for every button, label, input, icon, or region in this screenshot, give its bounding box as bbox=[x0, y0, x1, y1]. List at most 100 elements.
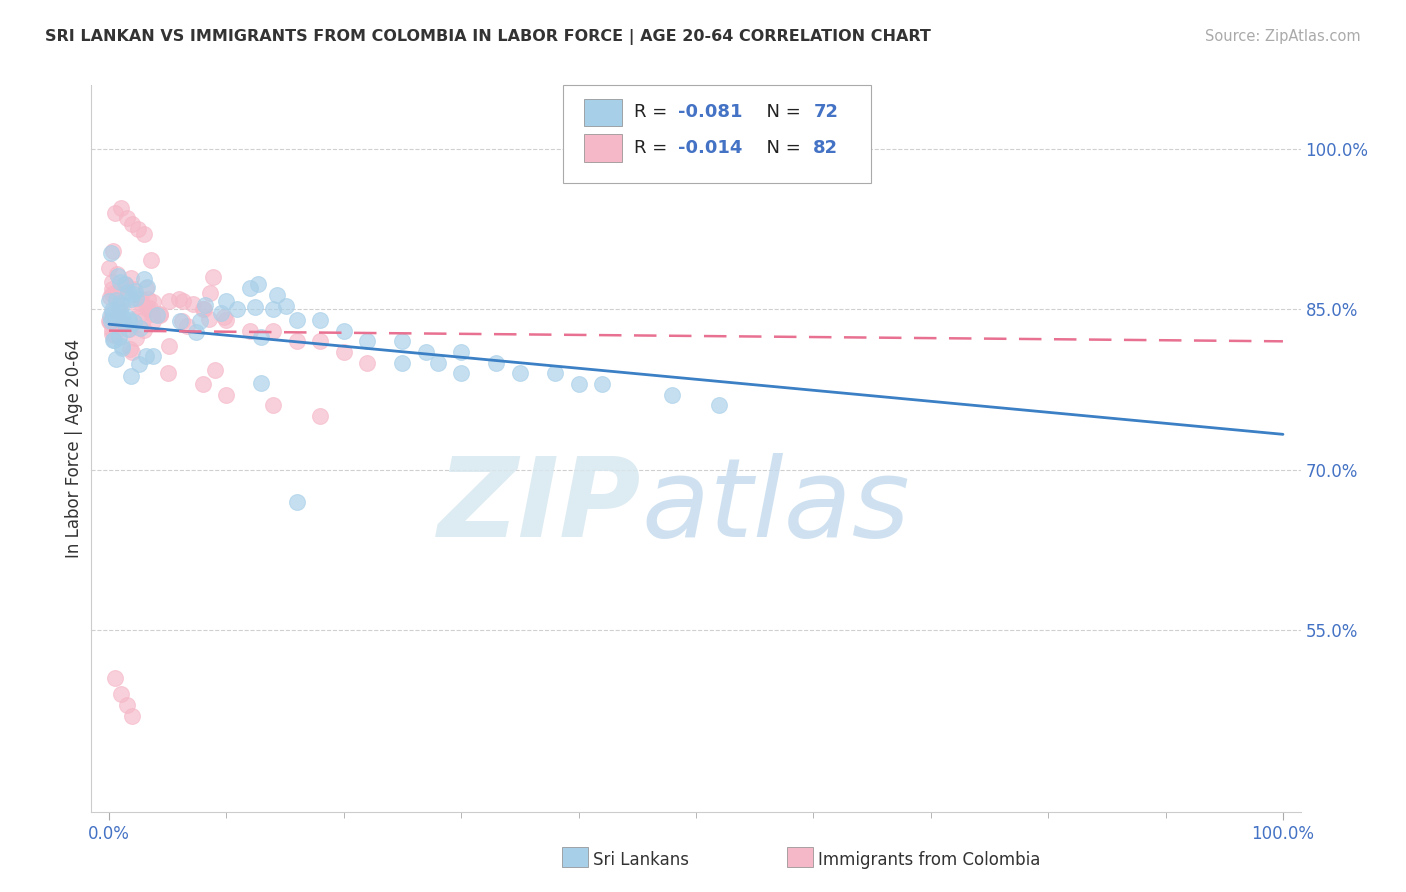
Point bbox=[100, 323, 122, 337]
Point bbox=[98, 294, 121, 309]
Point bbox=[117, 310, 139, 325]
Point bbox=[100, 314, 122, 328]
Point bbox=[169, 314, 191, 328]
Point bbox=[101, 283, 124, 297]
Point bbox=[117, 322, 139, 336]
Point bbox=[333, 345, 356, 359]
Point bbox=[120, 293, 142, 307]
Point bbox=[115, 211, 138, 226]
Point bbox=[169, 292, 191, 306]
Point bbox=[141, 307, 163, 321]
Point bbox=[127, 299, 149, 313]
Point bbox=[121, 345, 143, 359]
Point bbox=[105, 268, 128, 282]
Point bbox=[391, 356, 413, 370]
Text: 72: 72 bbox=[813, 103, 838, 121]
Point bbox=[100, 246, 122, 260]
Point bbox=[193, 298, 215, 312]
FancyBboxPatch shape bbox=[562, 85, 872, 183]
Point bbox=[103, 305, 125, 319]
Point bbox=[142, 349, 165, 363]
Point bbox=[129, 320, 152, 334]
Point bbox=[285, 334, 308, 349]
Point bbox=[128, 357, 150, 371]
Point bbox=[124, 284, 146, 298]
Point bbox=[193, 301, 215, 316]
Point bbox=[105, 293, 128, 308]
Point bbox=[146, 308, 169, 322]
Point bbox=[134, 227, 156, 242]
Point bbox=[225, 302, 247, 317]
Point bbox=[191, 377, 214, 392]
Point bbox=[115, 698, 138, 712]
Point bbox=[108, 330, 131, 344]
Point bbox=[181, 296, 204, 310]
Point bbox=[111, 339, 134, 353]
Point bbox=[111, 298, 134, 312]
Point bbox=[120, 342, 142, 356]
Point bbox=[105, 290, 128, 304]
Point bbox=[98, 309, 121, 323]
Point bbox=[98, 261, 121, 276]
Point bbox=[262, 399, 284, 413]
Text: Immigrants from Colombia: Immigrants from Colombia bbox=[818, 851, 1040, 869]
Point bbox=[274, 299, 297, 313]
Point bbox=[101, 275, 124, 289]
Point bbox=[132, 323, 155, 337]
Point bbox=[120, 369, 142, 384]
Point bbox=[117, 285, 139, 299]
Point bbox=[356, 334, 378, 349]
Bar bbox=[583, 98, 623, 126]
Point bbox=[101, 287, 124, 301]
Point bbox=[127, 310, 149, 325]
Point bbox=[122, 315, 145, 329]
Point bbox=[104, 285, 127, 299]
Text: 82: 82 bbox=[813, 139, 838, 157]
Point bbox=[110, 687, 132, 701]
Point bbox=[108, 276, 131, 290]
Point bbox=[120, 270, 142, 285]
Point bbox=[103, 333, 125, 347]
Point bbox=[118, 322, 141, 336]
Point bbox=[111, 316, 134, 330]
Point bbox=[114, 277, 136, 292]
Point bbox=[135, 281, 157, 295]
Point bbox=[107, 311, 129, 326]
Point bbox=[149, 308, 172, 322]
Point bbox=[250, 376, 273, 391]
Point bbox=[285, 494, 308, 508]
Point bbox=[142, 313, 165, 327]
Point bbox=[246, 277, 269, 291]
Point bbox=[112, 310, 135, 325]
Point bbox=[415, 345, 437, 359]
Point bbox=[131, 313, 153, 327]
Point bbox=[262, 324, 284, 338]
Point bbox=[129, 296, 152, 310]
Point bbox=[239, 281, 262, 295]
Point bbox=[568, 377, 591, 392]
Point bbox=[125, 331, 148, 345]
Point bbox=[391, 334, 413, 349]
Text: ZIP: ZIP bbox=[439, 453, 641, 560]
Point bbox=[184, 325, 207, 339]
Text: SRI LANKAN VS IMMIGRANTS FROM COLOMBIA IN LABOR FORCE | AGE 20-64 CORRELATION CH: SRI LANKAN VS IMMIGRANTS FROM COLOMBIA I… bbox=[45, 29, 931, 45]
Point bbox=[127, 222, 149, 236]
Point bbox=[104, 206, 127, 220]
Point bbox=[138, 292, 160, 306]
Point bbox=[111, 341, 134, 355]
Point bbox=[309, 313, 332, 327]
Point bbox=[709, 399, 731, 413]
Point bbox=[198, 312, 221, 326]
Point bbox=[591, 377, 613, 392]
Point bbox=[142, 294, 165, 309]
Point bbox=[121, 217, 143, 231]
Point bbox=[104, 671, 127, 685]
Point bbox=[204, 362, 226, 376]
Text: R =: R = bbox=[634, 139, 673, 157]
Point bbox=[108, 330, 131, 344]
Point bbox=[101, 306, 124, 320]
Y-axis label: In Labor Force | Age 20-64: In Labor Force | Age 20-64 bbox=[65, 339, 83, 558]
Point bbox=[121, 282, 143, 296]
Point bbox=[172, 314, 194, 328]
Text: atlas: atlas bbox=[641, 453, 910, 560]
